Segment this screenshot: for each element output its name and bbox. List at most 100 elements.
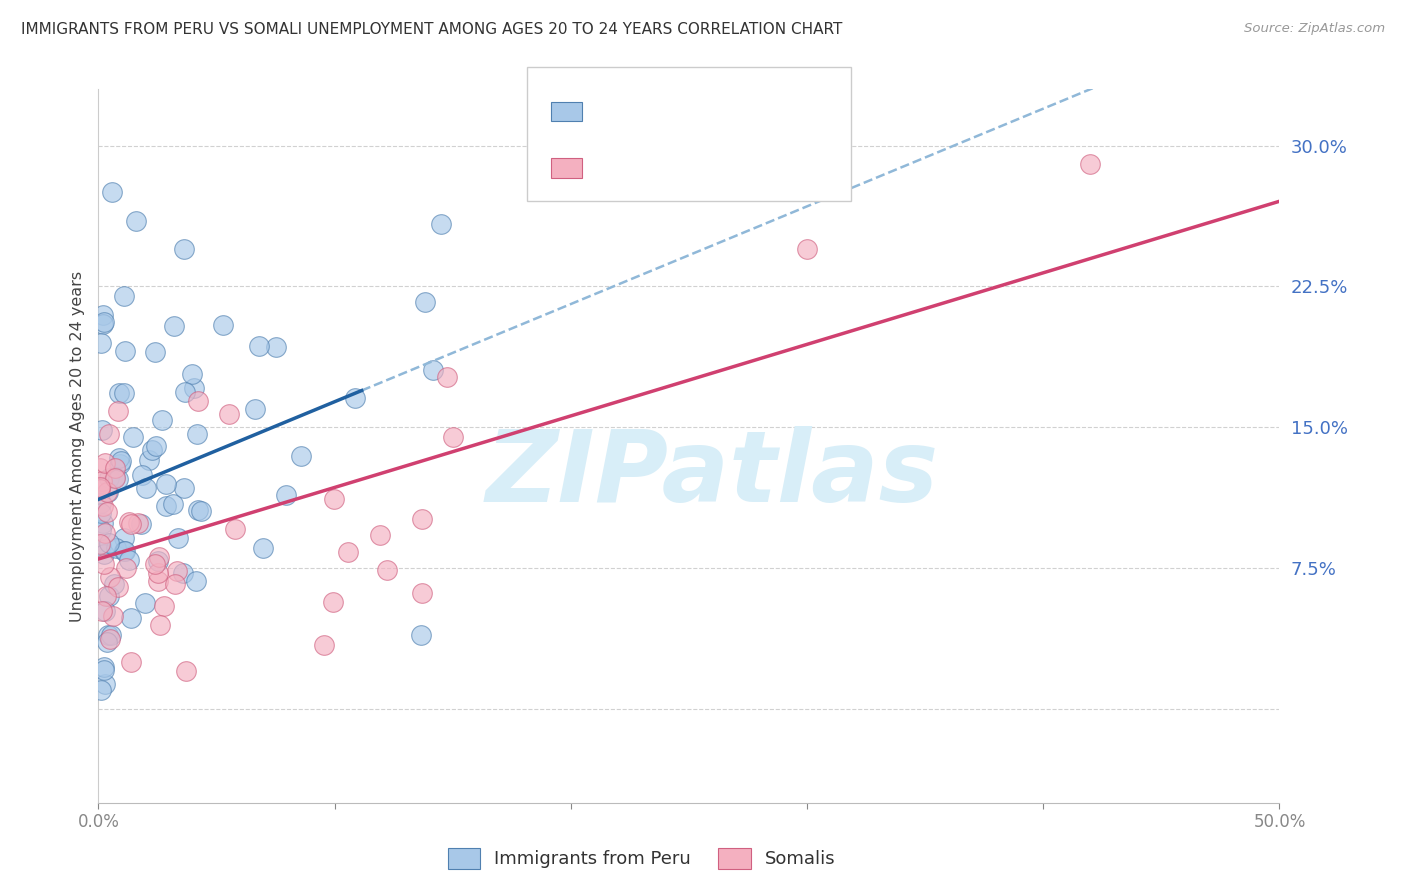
Point [422, 363, 444, 377]
Point [125, 213, 148, 227]
Point [91, 516, 114, 530]
Point [120, 516, 142, 531]
Point [143, 558, 166, 572]
Point [247, 339, 270, 353]
Point [112, 289, 135, 303]
Text: 0.472: 0.472 [630, 159, 686, 177]
Point [91, 499, 114, 513]
Point [173, 242, 195, 256]
Text: R =: R = [593, 103, 630, 120]
Point [97, 427, 120, 442]
Point [149, 617, 172, 632]
Point [90, 539, 112, 553]
Point [107, 404, 129, 418]
Point [91, 308, 114, 322]
Point [135, 481, 157, 495]
Point [104, 471, 127, 485]
Point [148, 554, 170, 568]
Point [122, 430, 145, 444]
Point [129, 516, 152, 531]
Point [107, 580, 129, 594]
Point [118, 553, 141, 567]
Point [107, 472, 129, 486]
Point [96, 484, 118, 499]
Point [115, 561, 138, 575]
Point [108, 385, 131, 400]
Point [112, 544, 135, 558]
Point [155, 499, 177, 513]
Point [104, 541, 127, 556]
Point [187, 393, 209, 408]
Point [97, 485, 120, 500]
Point [186, 427, 208, 442]
Point [97, 471, 120, 485]
Point [101, 609, 124, 624]
Point [91, 423, 114, 437]
Point [163, 318, 186, 333]
Point [94, 677, 117, 691]
Point [90, 683, 112, 698]
Text: N =: N = [703, 159, 740, 177]
Point [409, 628, 432, 642]
Point [112, 386, 135, 401]
Point [167, 531, 190, 545]
Point [138, 453, 160, 467]
Point [180, 367, 202, 381]
Point [131, 468, 153, 483]
Point [103, 577, 125, 591]
Point [290, 449, 312, 463]
Point [218, 407, 240, 421]
Point [183, 380, 205, 394]
Point [153, 599, 176, 613]
Point [127, 516, 149, 530]
Point [89, 482, 111, 496]
Point [312, 638, 335, 652]
Point [411, 511, 433, 525]
Point [148, 566, 170, 580]
Point [413, 294, 436, 309]
Point [148, 550, 170, 565]
Y-axis label: Unemployment Among Ages 20 to 24 years: Unemployment Among Ages 20 to 24 years [69, 270, 84, 622]
Point [110, 454, 132, 468]
Point [93, 557, 115, 571]
Point [96, 635, 118, 649]
Point [274, 488, 297, 502]
Point [436, 370, 458, 384]
Point [173, 482, 195, 496]
Point [108, 457, 131, 471]
Text: 79: 79 [742, 103, 768, 120]
Point [266, 339, 288, 353]
Point [120, 655, 142, 669]
Point [224, 522, 246, 536]
Point [100, 628, 122, 642]
Point [146, 574, 169, 588]
Point [441, 429, 464, 443]
Point [1080, 157, 1102, 171]
Point [322, 595, 344, 609]
Point [323, 491, 346, 506]
Text: IMMIGRANTS FROM PERU VS SOMALI UNEMPLOYMENT AMONG AGES 20 TO 24 YEARS CORRELATIO: IMMIGRANTS FROM PERU VS SOMALI UNEMPLOYM… [21, 22, 842, 37]
Point [114, 531, 136, 545]
Text: 50: 50 [742, 159, 768, 177]
Point [411, 586, 433, 600]
Point [172, 566, 194, 581]
Point [165, 576, 187, 591]
Point [97, 628, 120, 642]
Point [90, 496, 112, 510]
Point [336, 545, 359, 559]
Point [104, 461, 127, 475]
Point [114, 343, 136, 358]
Point [150, 412, 173, 426]
Point [96, 504, 118, 518]
Point [155, 477, 177, 491]
Text: ZIPatlas: ZIPatlas [486, 426, 939, 523]
Point [174, 664, 197, 678]
Point [93, 659, 115, 673]
Point [89, 480, 111, 494]
Point [98, 632, 121, 647]
Point [91, 317, 114, 331]
Point [89, 460, 111, 475]
Point [98, 536, 121, 550]
Point [108, 451, 131, 466]
Text: Source: ZipAtlas.com: Source: ZipAtlas.com [1244, 22, 1385, 36]
